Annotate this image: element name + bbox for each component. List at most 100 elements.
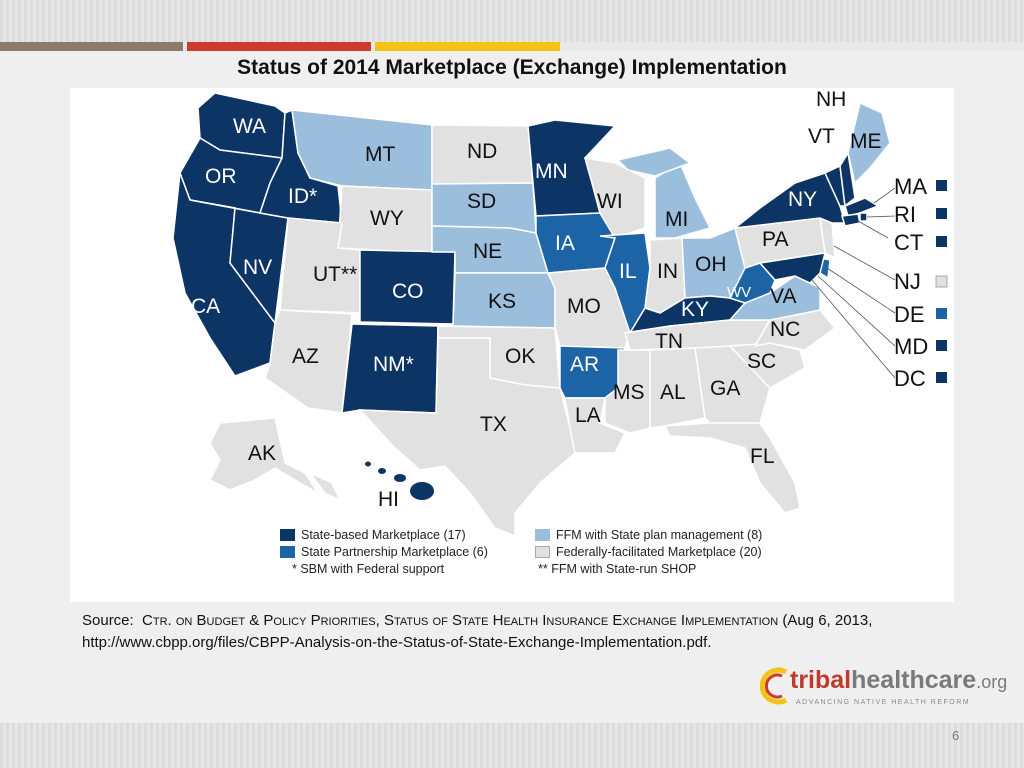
side-swatch-dc [936,372,947,383]
label-ok: OK [505,345,535,368]
legend-label-partnership: State Partnership Marketplace (6) [301,545,488,559]
state-al [649,347,706,429]
slide-title: Status of 2014 Marketplace (Exchange) Im… [237,56,787,79]
label-az: AZ [292,345,319,368]
label-oh: OH [695,253,727,276]
state-ak [208,417,319,494]
label-or: OR [205,165,237,188]
leader-lines [811,187,896,379]
accent-bar-gold [375,42,560,51]
side-label-ri: RI [894,202,916,227]
tribalhealthcare-logo: tribalhealthcare.org ADVANCING NATIVE HE… [760,662,1010,712]
legend-swatch-partnership [280,546,295,558]
label-ga: GA [710,377,740,400]
state-hi-kauai [365,461,371,467]
label-ny: NY [788,188,817,211]
map-legend: State-based Marketplace (17) State Partn… [280,528,840,588]
label-ia: IA [555,232,575,255]
side-label-ma: MA [894,174,927,199]
page-number: 6 [952,728,960,743]
legend-sbm: State-based Marketplace (17) [280,528,466,542]
state-md [758,252,827,284]
label-wa: WA [233,115,266,138]
side-swatch-ma [936,180,947,191]
state-ri [859,212,868,222]
label-ms: MS [613,381,645,404]
bottom-decorative-band [0,723,1024,768]
label-ky: KY [681,298,709,321]
logo-tribal: tribal [790,666,852,694]
source-citation: Source: Ctr. on Budget & Policy Prioriti… [82,612,873,651]
label-sd: SD [467,190,496,213]
source-rest: (Aug 6, 2013, http://www.cbpp.org/files/… [82,612,873,651]
state-nh [839,150,856,208]
logo-tagline: ADVANCING NATIVE HEALTH REFORM [796,699,971,706]
label-mi: MI [665,208,688,231]
state-hi-oahu [378,468,386,474]
side-swatch-nj [935,275,948,288]
legend-label-ffm-shop: ** FFM with State-run SHOP [538,562,697,576]
label-ak: AK [248,442,276,465]
label-ar: AR [570,353,599,376]
label-tn: TN [655,330,683,353]
label-mt: MT [365,143,395,166]
label-tx: TX [480,413,507,436]
legend-sbm-federal: * SBM with Federal support [292,562,444,576]
label-mn: MN [535,160,568,183]
label-nd: ND [467,140,497,163]
side-label-dc: DC [894,366,926,391]
legend-label-ffm: Federally-facilitated Marketplace (20) [556,545,762,559]
legend-label-sbm: State-based Marketplace (17) [301,528,466,542]
state-az [264,309,353,414]
state-tx [358,337,576,538]
side-swatch-md [936,340,947,351]
label-in: IN [657,260,678,283]
label-wv: WV [727,284,751,301]
state-mi-up [616,147,692,177]
accent-bar-red [187,42,371,51]
source-prefix: Source: [82,612,134,629]
legend-swatch-ffm-plan [535,529,550,541]
source-org: Ctr. on Budget & Policy Priorities [142,612,376,629]
logo-arc-icon [760,667,788,705]
state-ct [841,213,861,227]
label-vt: VT [808,125,835,148]
label-id: ID* [288,185,317,208]
side-swatch-de [936,308,947,319]
side-label-de: DE [894,302,925,327]
map-panel: WA OR CA ID* NV MT WY UT** AZ CO NM* ND … [70,88,954,602]
label-la: LA [575,404,601,427]
state-ma [844,197,880,217]
label-wy: WY [370,207,404,230]
label-mo: MO [567,295,601,318]
label-fl: FL [750,445,775,468]
legend-ffm-shop: ** FFM with State-run SHOP [538,562,696,576]
legend-ffm: Federally-facilitated Marketplace (20) [535,545,762,559]
label-va: VA [770,285,796,308]
label-pa: PA [762,228,788,251]
side-label-nj: NJ [894,269,921,294]
state-ia [535,212,616,274]
label-co: CO [392,280,424,303]
label-ks: KS [488,290,516,313]
label-hi: HI [378,488,399,511]
logo-healthcare: healthcare [851,666,977,694]
us-marketplace-map: WA OR CA ID* NV MT WY UT** AZ CO NM* ND … [172,88,948,538]
state-fl [663,422,801,514]
legend-label-sbm-federal: * SBM with Federal support [292,562,445,576]
label-sc: SC [747,350,776,373]
legend-label-ffm-plan: FFM with State plan management (8) [556,528,763,542]
state-me [847,101,891,185]
label-nm: NM* [373,353,414,376]
legend-swatch-ffm [535,546,550,558]
side-label-ct: CT [894,230,923,255]
state-mt [291,109,433,191]
state-hi-big-island [410,482,434,500]
top-decorative-band [0,0,1024,42]
state-hi-maui [394,474,406,482]
source-report: Status of State Health Insurance Exchang… [383,612,779,629]
legend-partnership: State Partnership Marketplace (6) [280,545,488,559]
logo-wordmark: tribalhealthcare.org [790,666,1007,695]
state-la [564,397,627,454]
side-swatch-ri [936,208,947,219]
